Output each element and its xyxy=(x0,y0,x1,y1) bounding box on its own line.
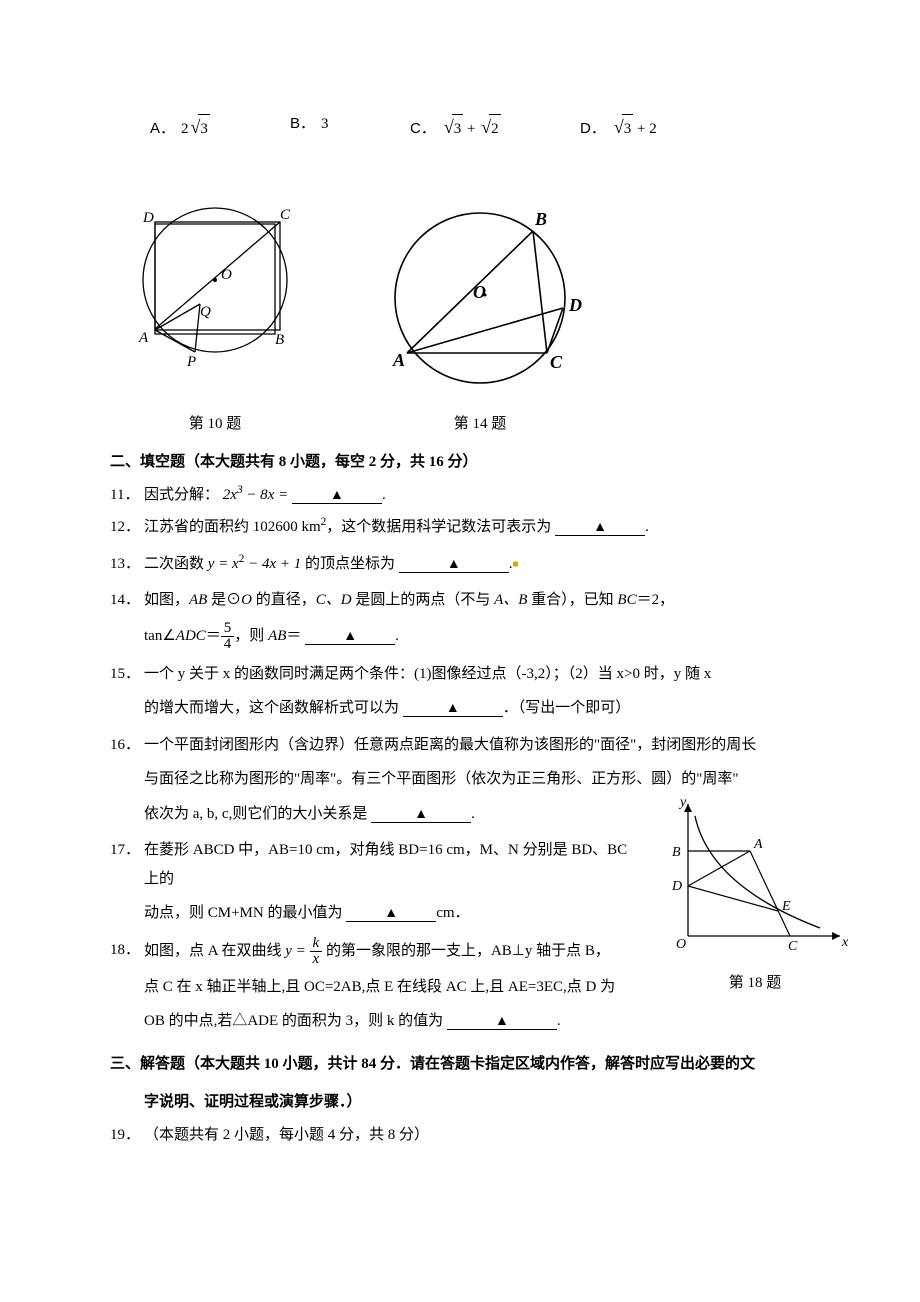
q17-blank[interactable]: ▲ xyxy=(346,906,436,922)
figure-q14-label: 第 14 题 xyxy=(365,410,595,439)
svg-text:D: D xyxy=(568,295,582,315)
option-d: D． √3 + 2 xyxy=(580,110,740,144)
figure-q14-svg: O A B C D xyxy=(365,203,595,393)
figure-q18: y x O B A D E C 第 18 题 xyxy=(660,796,850,997)
q14-body: 如图，AB 是⊙O 的直径，C、D 是圆上的两点（不与 A、B 重合），已知 B… xyxy=(144,586,810,652)
option-d-letter: D． xyxy=(580,115,606,144)
q12-body: 江苏省的面积约 102600 km2，这个数据用科学记数法可表示为 ▲. xyxy=(144,513,810,542)
figure-q10: O D C A B P Q 第 10 题 xyxy=(125,194,305,438)
svg-text:O: O xyxy=(221,267,232,283)
svg-text:C: C xyxy=(280,207,291,223)
q11-body: 因式分解： 2x3 − 8x = ▲. xyxy=(144,481,810,510)
section-2-title: 二、填空题（本大题共有 8 小题，每空 2 分，共 16 分） xyxy=(110,448,810,477)
q12-num: 12． xyxy=(110,513,144,542)
q18-num: 18． xyxy=(110,936,144,965)
figure-row: O D C A B P Q 第 10 题 xyxy=(125,194,810,438)
figure-q10-svg: O D C A B P Q xyxy=(125,194,305,369)
q14: 14． 如图，AB 是⊙O 的直径，C、D 是圆上的两点（不与 A、B 重合），… xyxy=(110,586,810,652)
q11-num: 11． xyxy=(110,481,144,510)
q18-blank[interactable]: ▲ xyxy=(447,1014,557,1030)
option-c-letter: C． xyxy=(410,115,436,144)
svg-text:D: D xyxy=(142,210,154,226)
option-b: B． 3 xyxy=(290,110,410,144)
q16-num: 16． xyxy=(110,731,144,760)
q13-num: 13． xyxy=(110,550,144,579)
option-c: C． √3 + √2 xyxy=(410,110,580,144)
option-a-letter: A． xyxy=(150,115,175,144)
q14-num: 14． xyxy=(110,586,144,615)
q13: 13． 二次函数 y = x2 − 4x + 1 的顶点坐标为 ▲.■ xyxy=(110,550,810,579)
option-a-math: 2√3 xyxy=(181,110,210,144)
svg-text:x: x xyxy=(841,935,849,950)
q15-blank[interactable]: ▲ xyxy=(403,701,503,717)
option-a: A． 2√3 xyxy=(150,110,290,144)
option-c-math: √3 + √2 xyxy=(442,110,501,144)
q17-num: 17． xyxy=(110,836,144,865)
q19: 19． （本题共有 2 小题，每小题 4 分，共 8 分） xyxy=(110,1121,810,1150)
svg-text:D: D xyxy=(671,879,682,894)
figure-q18-svg: y x O B A D E C xyxy=(660,796,850,956)
q13-blank[interactable]: ▲ xyxy=(399,557,509,573)
marker-dot-icon: ■ xyxy=(513,559,519,570)
q14-frac: 54 xyxy=(221,621,235,652)
svg-text:E: E xyxy=(781,899,791,914)
option-row: A． 2√3 B． 3 C． √3 + √2 D． √3 + 2 xyxy=(110,110,810,144)
q12: 12． 江苏省的面积约 102600 km2，这个数据用科学记数法可表示为 ▲. xyxy=(110,513,810,542)
svg-text:C: C xyxy=(788,939,798,954)
option-b-letter: B． xyxy=(290,110,315,139)
svg-text:P: P xyxy=(186,354,196,369)
section-3-title: 三、解答题（本大题共 10 小题，共计 84 分．请在答题卡指定区域内作答，解答… xyxy=(110,1050,810,1079)
q11: 11． 因式分解： 2x3 − 8x = ▲. xyxy=(110,481,810,510)
q17-q18-wrap: y x O B A D E C 第 18 题 17． 在菱形 ABCD xyxy=(110,836,810,1036)
q19-num: 19． xyxy=(110,1121,144,1150)
q19-body: （本题共有 2 小题，每小题 4 分，共 8 分） xyxy=(144,1121,810,1150)
q13-body: 二次函数 y = x2 − 4x + 1 的顶点坐标为 ▲.■ xyxy=(144,550,810,579)
svg-text:Q: Q xyxy=(200,304,211,320)
svg-text:B: B xyxy=(672,845,681,860)
svg-text:A: A xyxy=(753,837,763,852)
svg-text:A: A xyxy=(392,350,405,370)
svg-text:B: B xyxy=(275,332,284,348)
svg-text:A: A xyxy=(138,330,149,346)
q15: 15． 一个 y 关于 x 的函数同时满足两个条件：(1)图像经过点（-3,2）… xyxy=(110,660,810,723)
q15-num: 15． xyxy=(110,660,144,689)
figure-q10-label: 第 10 题 xyxy=(125,410,305,439)
option-b-math: 3 xyxy=(321,110,329,139)
svg-text:O: O xyxy=(676,937,686,952)
q11-blank[interactable]: ▲ xyxy=(292,488,382,504)
svg-text:O: O xyxy=(473,282,486,302)
figure-q14: O A B C D 第 14 题 xyxy=(365,203,595,438)
q15-body: 一个 y 关于 x 的函数同时满足两个条件：(1)图像经过点（-3,2）；（2）… xyxy=(144,660,810,723)
figure-q18-label: 第 18 题 xyxy=(660,969,850,998)
option-d-math: √3 + 2 xyxy=(612,110,657,144)
svg-text:y: y xyxy=(678,796,687,810)
q14-blank[interactable]: ▲ xyxy=(305,629,395,645)
q16-blank[interactable]: ▲ xyxy=(371,807,471,823)
svg-text:B: B xyxy=(534,209,547,229)
section-3-title-l2: 字说明、证明过程或演算步骤．） xyxy=(110,1088,810,1117)
svg-text:C: C xyxy=(550,352,563,372)
q12-blank[interactable]: ▲ xyxy=(555,520,645,536)
